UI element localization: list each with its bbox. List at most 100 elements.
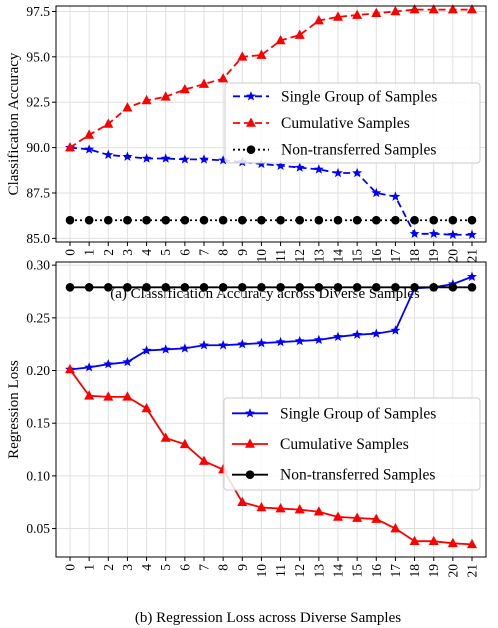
x-tick-label: 9	[235, 564, 250, 571]
x-tick-label: 7	[197, 564, 212, 571]
data-point	[237, 496, 248, 507]
x-tick-label: 18	[407, 249, 422, 263]
legend-marker	[246, 145, 256, 154]
data-point	[371, 282, 381, 292]
data-point	[103, 215, 113, 225]
data-point	[141, 402, 152, 413]
data-point	[199, 340, 209, 350]
data-point	[65, 142, 75, 152]
data-point	[467, 215, 477, 225]
data-point	[199, 282, 209, 292]
data-point	[122, 102, 133, 112]
y-tick-label: 0.15	[26, 416, 50, 431]
data-point	[352, 167, 363, 178]
data-point	[295, 282, 305, 292]
data-point	[179, 438, 190, 449]
data-point	[352, 9, 363, 19]
data-point	[199, 78, 209, 88]
data-point	[122, 356, 133, 367]
data-point	[84, 282, 94, 292]
data-point	[352, 512, 363, 522]
data-point	[313, 334, 324, 345]
data-point	[199, 455, 209, 465]
x-tick-label: 18	[407, 564, 422, 578]
data-point	[237, 215, 247, 225]
data-point	[65, 215, 75, 225]
x-tick-label: 8	[216, 249, 231, 256]
data-point	[103, 118, 114, 128]
series-line-1	[69, 8, 472, 149]
data-point	[294, 504, 305, 514]
data-point	[237, 338, 248, 349]
data-point	[429, 282, 439, 292]
data-point	[314, 215, 324, 225]
legend: Single Group of Samples Cumulative Sample…	[224, 82, 481, 164]
y-tick-label: 0.20	[26, 363, 50, 378]
series-line-0	[69, 146, 472, 236]
data-point	[429, 215, 439, 225]
y-tick-label: 92.5	[26, 95, 50, 110]
data-point	[313, 164, 324, 174]
data-point	[161, 282, 171, 292]
data-point	[313, 506, 324, 516]
data-point	[371, 7, 382, 18]
data-point	[103, 359, 114, 369]
data-point	[141, 153, 152, 163]
plot-frame	[55, 5, 487, 243]
x-tick-label: 15	[350, 249, 365, 263]
data-point	[371, 513, 382, 523]
series-line-1	[69, 368, 473, 546]
data-point	[103, 149, 114, 160]
data-point	[141, 94, 152, 105]
data-point	[352, 282, 362, 292]
data-point	[467, 271, 477, 281]
y-tick-label: 90.0	[26, 140, 50, 155]
legend-marker	[245, 408, 255, 418]
data-point	[179, 154, 190, 164]
data-point	[122, 391, 133, 401]
data-point	[333, 167, 343, 178]
data-point	[122, 151, 133, 161]
legend-marker	[245, 470, 255, 479]
data-point	[276, 282, 285, 292]
legend-marker	[246, 117, 256, 127]
data-point	[467, 538, 477, 549]
data-point	[275, 160, 286, 170]
data-point	[257, 282, 266, 292]
data-point	[256, 501, 267, 512]
data-point	[294, 162, 305, 172]
x-tick-label: 3	[120, 249, 135, 256]
data-point	[123, 282, 132, 292]
data-point	[409, 535, 420, 545]
data-point	[467, 282, 477, 292]
x-tick-label: 17	[388, 249, 403, 263]
data-point	[447, 4, 458, 14]
y-tick-label: 0.30	[26, 258, 50, 273]
caption-b: (b) Regression Loss across Diverse Sampl…	[135, 610, 401, 626]
data-point	[218, 282, 228, 292]
x-tick-label: 11	[273, 564, 288, 577]
data-point	[179, 343, 190, 353]
data-point	[160, 344, 171, 354]
data-point	[141, 345, 152, 355]
y-tick-label: 0.25	[26, 310, 50, 325]
legend: Single Group of Samples Cumulative Sample…	[223, 397, 481, 491]
legend-label: Non-transferred Samples	[280, 467, 435, 484]
data-point	[390, 325, 401, 335]
legend-label: Non-transferred Samples	[281, 142, 436, 159]
data-point	[409, 228, 420, 239]
data-point	[256, 49, 267, 59]
data-point	[142, 215, 151, 225]
data-point	[428, 228, 439, 239]
x-tick-label: 9	[235, 249, 250, 256]
data-point	[333, 331, 343, 342]
x-tick-label: 8	[216, 564, 231, 571]
data-point	[180, 215, 190, 225]
data-point	[160, 153, 171, 163]
x-tick-label: 5	[158, 249, 173, 256]
x-tick-label: 3	[120, 564, 135, 571]
x-tick-label: 14	[331, 249, 346, 263]
data-point	[314, 282, 324, 292]
legend-marker	[246, 91, 256, 101]
